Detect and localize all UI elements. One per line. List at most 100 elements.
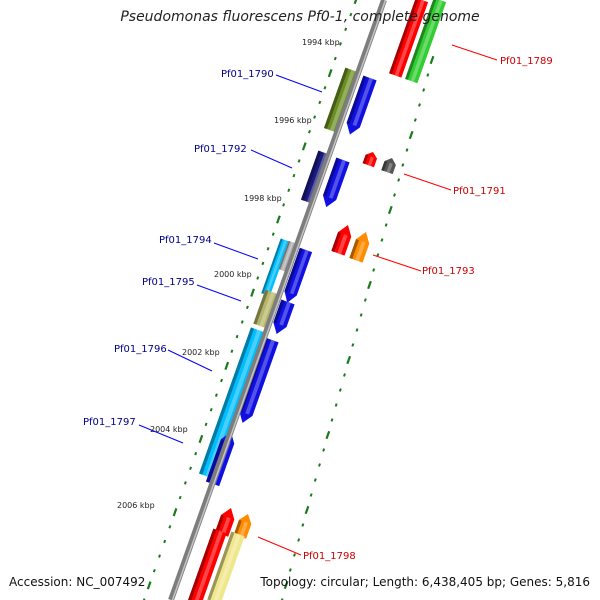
tick [344, 27, 348, 32]
tick-marks [142, 0, 435, 600]
label-leaders [138, 44, 498, 556]
gene-label-forward[interactable]: Pf01_1794 [159, 235, 212, 246]
gene-bar-shine [289, 249, 309, 295]
tick [318, 463, 321, 467]
gene-bar-shine [239, 521, 248, 538]
tick [387, 205, 393, 215]
tick [172, 508, 178, 517]
gene-bar-shadow [362, 154, 369, 165]
tick [318, 100, 322, 105]
tick [304, 505, 310, 515]
tick [297, 159, 301, 163]
tick [178, 495, 182, 500]
kbp-label: 1996 kbp [274, 116, 312, 125]
gene-label-forward[interactable]: Pf01_1790 [221, 69, 274, 80]
leader-line [275, 74, 323, 93]
tick [261, 261, 265, 266]
gene-bar-shadow [261, 238, 283, 294]
gene-bar [323, 157, 350, 208]
tick [313, 115, 317, 119]
gene-bar [284, 247, 313, 303]
gene-bar [381, 158, 396, 175]
tick [323, 86, 327, 90]
gene-bar-body [349, 232, 370, 263]
gene-bar-shadow [323, 67, 349, 130]
gene-bar [215, 508, 235, 537]
tick [334, 403, 338, 407]
gene-bar-shadow [215, 514, 225, 534]
gene-label-forward[interactable]: Pf01_1796 [114, 344, 167, 355]
accession-text: Accession: NC_007492 [9, 575, 146, 589]
tick [256, 276, 260, 280]
gene-bar-shadow [188, 528, 217, 600]
tick [280, 598, 284, 600]
tick [349, 12, 353, 17]
gene-bar-shadow [349, 239, 360, 259]
gene-bar-body [331, 225, 352, 256]
gene-bar [188, 528, 227, 600]
gene-label-forward[interactable]: Pf01_1792 [194, 144, 247, 155]
gene-bar-shadow [284, 247, 303, 293]
gene-bar [273, 299, 295, 335]
tick [346, 355, 352, 365]
kbp-label: 2006 kbp [117, 501, 155, 510]
tick [183, 481, 187, 485]
gene-label-reverse[interactable]: Pf01_1789 [500, 56, 553, 67]
gene-label-forward[interactable]: Pf01_1795 [142, 277, 195, 288]
tick [309, 493, 313, 497]
tick [355, 328, 359, 332]
kbp-label: 1998 kbp [244, 194, 282, 203]
tick [418, 103, 421, 107]
gene-bar-shine [394, 0, 425, 77]
tick [158, 554, 161, 558]
gene-bar-shadow [323, 157, 340, 197]
tick [214, 393, 218, 397]
tick [209, 408, 213, 412]
map-title: Pseudomonas fluorescens Pf0-1, complete … [120, 9, 480, 25]
tick [282, 203, 286, 207]
gene-bar [331, 225, 352, 256]
tick [308, 129, 311, 134]
tick [240, 320, 244, 324]
tick [301, 523, 305, 527]
tick [330, 418, 334, 422]
gene-bar [389, 0, 429, 78]
tick [338, 388, 342, 392]
tick [313, 478, 317, 482]
tick [359, 313, 363, 317]
gene-bar-shine [213, 533, 241, 600]
tick [204, 422, 208, 427]
tick [376, 253, 380, 257]
gene-bar-shine [205, 329, 262, 478]
genome-backbone [168, 0, 387, 600]
tick [363, 298, 367, 302]
tick [339, 42, 342, 46]
gene-label-reverse[interactable]: Pf01_1793 [422, 266, 475, 277]
tick [393, 193, 396, 197]
gene-bar-shadow [389, 0, 419, 75]
gene-label-forward[interactable]: Pf01_1797 [83, 417, 136, 428]
tick [271, 232, 275, 236]
gene-bar-shine [367, 156, 374, 167]
gene-bar-shine [410, 0, 443, 83]
gene-bar-shine [328, 159, 346, 199]
leader-line [167, 349, 213, 372]
gene-bar-shine [329, 69, 355, 132]
tick [230, 349, 234, 353]
gene-bar [233, 514, 252, 539]
gene-label-reverse[interactable]: Pf01_1791 [453, 186, 506, 197]
gene-bar-shadow [206, 439, 225, 483]
leader-line [451, 44, 498, 61]
tick [297, 538, 301, 542]
tick [322, 448, 326, 452]
tick [142, 598, 146, 600]
gene-bar-shadow [301, 150, 322, 201]
gene-label-reverse[interactable]: Pf01_1798 [303, 551, 356, 562]
tick [292, 173, 296, 178]
gene-bar-shine [281, 241, 294, 271]
tick [413, 118, 417, 122]
tick [372, 268, 376, 272]
tick [266, 247, 270, 251]
gene-bar [323, 67, 359, 133]
tick [380, 238, 384, 242]
